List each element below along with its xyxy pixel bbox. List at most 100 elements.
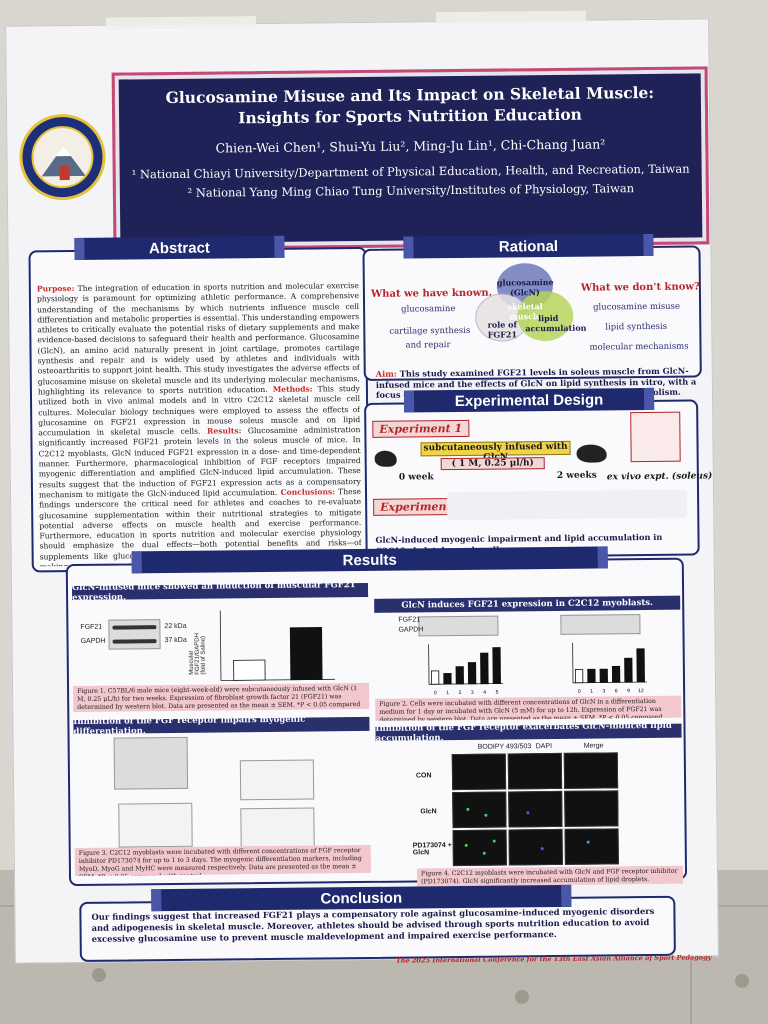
chart-tick-label: 3 [471,690,474,696]
chart-tick-label: 12 [638,688,644,694]
micrograph [564,828,619,865]
chart-tick-label: 4 [483,690,486,696]
blot-label-fgf21: FGF21 [398,616,421,624]
lipid-dot [466,807,470,811]
abstract-heading: Abstract [74,235,285,260]
tape-strip [106,16,257,30]
dont-item-3: molecular mechanisms [589,341,689,353]
western-blot-4 [113,736,189,790]
university-seal-icon [19,113,106,201]
poster-title: Glucosamine Misuse and Its Impact on Ske… [165,82,655,128]
infusion-bar: subcutaneously infused with GlcN [420,440,571,463]
floor-bolt [735,974,749,988]
chart-bar [233,659,266,681]
chart-bar [289,627,323,681]
week-0-label: 0 week [398,472,434,483]
col-label-dapi: DAPI [535,743,553,751]
row-label-con: CON [415,772,432,780]
dont-know-title: What we don't know? [580,281,700,294]
chart-bar [587,668,596,684]
chart-bar [624,657,633,683]
dont-item-2: lipid synthesis [605,321,668,333]
chart-tick-label: 2 [459,690,462,696]
poster: Glucosamine Misuse and Its Impact on Ske… [5,10,719,965]
authors: Chien-Wei Chen¹, Shui-Yu Liu², Ming-Ju L… [215,136,606,156]
chart-axis [572,642,648,684]
chart-tick-label: 6 [615,688,618,694]
chart-bar [480,652,489,685]
chart-tick-label: 9 [627,688,630,694]
conclusions-label: Conclusions: [277,487,336,497]
aim-label: Aim: [375,368,397,379]
muscle-diagram [630,411,681,463]
figure-4-caption: Figure 4. C2C12 myoblasts were incubated… [416,865,684,887]
abstract-body: Purpose: The integration of education in… [37,281,362,566]
nucleus-dot [540,847,544,851]
chart-bar [492,647,501,685]
cell-culture-diagram [447,489,688,521]
col-label-merge: Merge [583,742,604,750]
mouse-icon [374,450,397,467]
result-1-title: GlcN-infused mice showed an induction of… [72,580,369,603]
chart-bar [467,662,477,685]
chart-tick-label: 1 [446,690,449,696]
chart-tick-label: 0 [434,690,437,696]
nucleus-dot [526,811,530,815]
col-label-bodipy: BODIPY 493/503 [477,743,532,751]
floor-bolt [92,968,106,982]
purpose-text: The integration of education in sports n… [36,281,360,397]
chart-bar [455,666,464,685]
lipid-dot [482,851,486,855]
western-blot-2 [418,615,499,637]
micrograph [451,753,507,791]
micrograph [564,790,619,827]
western-blot-1 [108,619,161,650]
dont-item-1: glucosamine misuse [593,301,681,313]
conclusion-body: Our findings suggest that increased FGF2… [91,905,655,944]
blot-band [112,639,157,644]
merge-dot [586,840,590,844]
chart-bar [611,665,621,683]
affiliation-2: ² National Yang Ming Chiao Tung Universi… [187,181,635,200]
micrograph [508,828,563,866]
chart-bar [636,648,645,683]
chart-1: SalineGlcN [219,610,335,692]
mouse-icon [576,444,607,463]
chart-tick-label: 1 [590,689,593,695]
micrograph [507,752,563,790]
venn-top-label: glucosamine (GlcN) [496,276,554,298]
chart-3: 0 1 3 6 9 12 [572,642,648,695]
result-3-title: Inhibition of the FGF receptor impairs m… [73,715,370,737]
lipid-dot [464,843,468,847]
micrograph [563,752,619,789]
chart-bar [574,668,584,684]
chart-2: 0 1 2 3 4 5 [428,644,504,696]
chart-bar [443,673,452,685]
chart-tick-label: 0 [578,689,581,695]
chart-tick-label: 3 [603,688,606,694]
purpose-label: Purpose: [36,284,75,294]
bar-chart-placeholder [240,807,315,849]
floor-bolt [515,990,529,1004]
result-4-title: Inhibition of the FGF receptor exacerbat… [375,721,682,744]
row-label-glcn: GlcN [420,808,437,816]
venn-left-label: role of FGF21 [487,319,518,340]
chart-axis [428,644,504,685]
lipid-dot [492,839,496,843]
bar-chart-placeholder [118,802,193,848]
experimental-design-heading: Experimental Design [403,387,655,413]
results-label: Results: [200,426,242,436]
figure-1-caption: Figure 1. C57BL/6 male mice (eight-week-… [73,682,370,713]
kda-label: 37 kDa [164,636,187,645]
micrograph [508,790,563,828]
kda-label: 22 kDa [164,622,187,631]
chart-tick-label: 5 [496,690,499,696]
known-item-2: cartilage synthesis [389,325,471,337]
blot-label-gapdh: GAPDH [398,626,424,634]
blot-label-gapdh: GAPDH [80,637,106,645]
micrograph [452,791,507,829]
row-label-pd-glcn: PD173074 + GlcN [412,842,452,857]
western-blot-3 [560,614,641,635]
micrograph [452,829,507,867]
blot-band [112,625,157,630]
